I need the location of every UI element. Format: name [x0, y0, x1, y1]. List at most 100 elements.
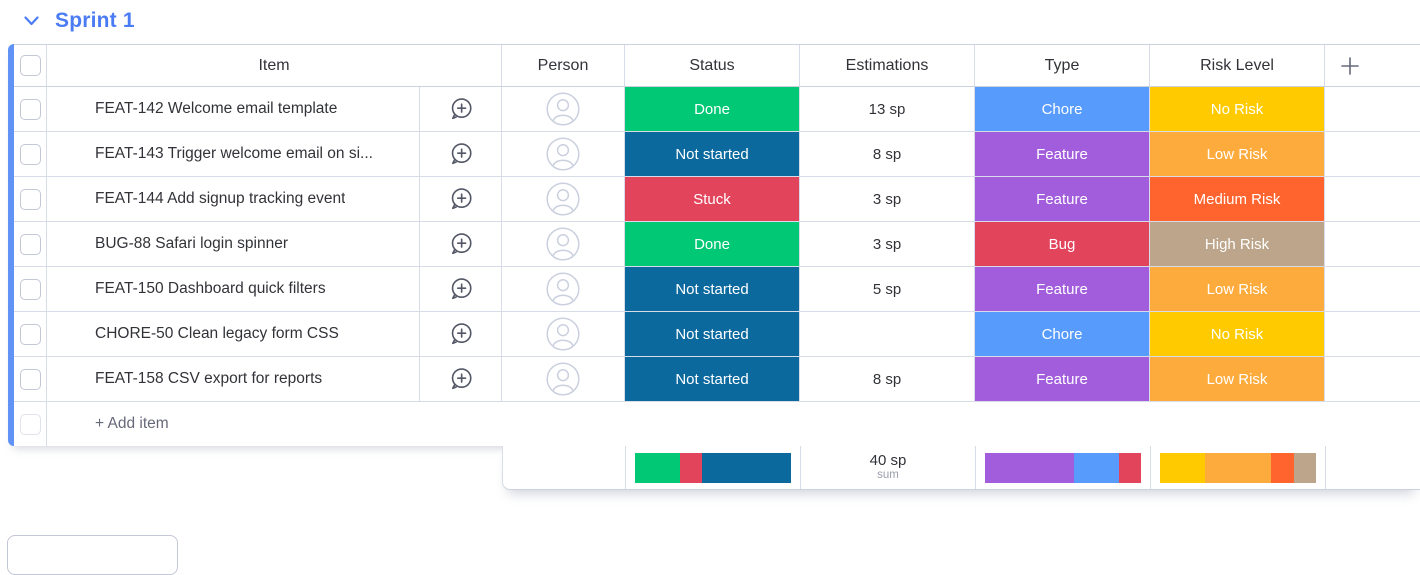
type-cell[interactable]: Feature: [975, 177, 1150, 221]
add-update-icon: [451, 233, 472, 255]
add-item-button[interactable]: + Add item: [47, 402, 1420, 446]
summary-bar-segment[interactable]: [1204, 452, 1272, 483]
estimation-cell[interactable]: 3 sp: [800, 222, 975, 266]
summary-bar-segment[interactable]: [1118, 452, 1141, 483]
add-update-button[interactable]: [420, 222, 502, 266]
person-cell[interactable]: [502, 312, 625, 356]
status-cell[interactable]: Not started: [625, 312, 800, 356]
type-cell[interactable]: Chore: [975, 87, 1150, 131]
add-new-group-button[interactable]: [7, 535, 178, 575]
estimation-cell[interactable]: 5 sp: [800, 267, 975, 311]
type-cell[interactable]: Feature: [975, 132, 1150, 176]
summary-risk-cell[interactable]: [1151, 446, 1326, 489]
status-cell[interactable]: Stuck: [625, 177, 800, 221]
summary-bar-segment[interactable]: [679, 452, 702, 483]
summary-bar-segment[interactable]: [1293, 452, 1316, 483]
risk-cell[interactable]: Low Risk: [1150, 357, 1325, 401]
summary-bar-segment[interactable]: [1074, 452, 1119, 483]
item-name[interactable]: FEAT-144 Add signup tracking event: [95, 190, 346, 207]
status-cell[interactable]: Not started: [625, 267, 800, 311]
row-checkbox[interactable]: [19, 368, 41, 390]
estimation-cell[interactable]: 8 sp: [800, 132, 975, 176]
add-column-button[interactable]: [1325, 45, 1420, 86]
summary-bar-segment[interactable]: [635, 452, 680, 483]
add-item-row[interactable]: + Add item: [14, 402, 1420, 446]
item-name[interactable]: BUG-88 Safari login spinner: [95, 235, 288, 252]
row-checkbox[interactable]: [19, 143, 41, 165]
type-cell[interactable]: Feature: [975, 267, 1150, 311]
item-name[interactable]: CHORE-50 Clean legacy form CSS: [95, 325, 339, 342]
risk-cell[interactable]: No Risk: [1150, 87, 1325, 131]
status-cell[interactable]: Not started: [625, 357, 800, 401]
type-cell[interactable]: Feature: [975, 357, 1150, 401]
row-checkbox-cell: [14, 357, 47, 401]
column-header-item[interactable]: Item: [47, 45, 502, 86]
summary-bar-segment[interactable]: [1160, 452, 1205, 483]
item-cell[interactable]: CHORE-50 Clean legacy form CSS: [47, 312, 420, 356]
row-checkbox[interactable]: [19, 98, 41, 120]
person-cell[interactable]: [502, 222, 625, 266]
item-cell[interactable]: FEAT-150 Dashboard quick filters: [47, 267, 420, 311]
item-cell[interactable]: BUG-88 Safari login spinner: [47, 222, 420, 266]
add-update-button[interactable]: [420, 267, 502, 311]
person-cell[interactable]: [502, 267, 625, 311]
status-cell[interactable]: Done: [625, 222, 800, 266]
item-name[interactable]: FEAT-158 CSV export for reports: [95, 370, 323, 387]
add-update-button[interactable]: [420, 87, 502, 131]
estimation-cell[interactable]: 3 sp: [800, 177, 975, 221]
column-header-person[interactable]: Person: [502, 45, 625, 86]
add-update-icon: [451, 143, 472, 165]
item-name[interactable]: FEAT-143 Trigger welcome email on si...: [95, 145, 373, 162]
item-name[interactable]: FEAT-150 Dashboard quick filters: [95, 280, 326, 297]
row-checkbox[interactable]: [19, 278, 41, 300]
add-update-button[interactable]: [420, 177, 502, 221]
item-cell[interactable]: FEAT-144 Add signup tracking event: [47, 177, 420, 221]
row-checkbox-cell: [14, 87, 47, 131]
row-checkbox-cell: [14, 222, 47, 266]
summary-bar-segment[interactable]: [985, 452, 1075, 483]
item-cell[interactable]: FEAT-142 Welcome email template: [47, 87, 420, 131]
column-header-estimations[interactable]: Estimations: [800, 45, 975, 86]
estimation-cell[interactable]: 13 sp: [800, 87, 975, 131]
risk-cell[interactable]: High Risk: [1150, 222, 1325, 266]
row-checkbox[interactable]: [19, 188, 41, 210]
summary-type-cell[interactable]: [976, 446, 1151, 489]
summary-estimations-cell[interactable]: 40 sp sum: [801, 446, 976, 489]
risk-cell[interactable]: Medium Risk: [1150, 177, 1325, 221]
status-cell[interactable]: Done: [625, 87, 800, 131]
select-all-checkbox[interactable]: [19, 55, 41, 76]
item-cell[interactable]: FEAT-143 Trigger welcome email on si...: [47, 132, 420, 176]
add-update-button[interactable]: [420, 312, 502, 356]
row-checkbox[interactable]: [19, 323, 41, 345]
type-distribution-bar[interactable]: [985, 452, 1141, 483]
risk-cell[interactable]: No Risk: [1150, 312, 1325, 356]
person-cell[interactable]: [502, 87, 625, 131]
person-cell[interactable]: [502, 357, 625, 401]
row-checkbox[interactable]: [19, 233, 41, 255]
column-header-type[interactable]: Type: [975, 45, 1150, 86]
column-header-risk[interactable]: Risk Level: [1150, 45, 1325, 86]
risk-distribution-bar[interactable]: [1160, 452, 1316, 483]
status-distribution-bar[interactable]: [635, 452, 791, 483]
item-cell[interactable]: FEAT-158 CSV export for reports: [47, 357, 420, 401]
estimation-cell[interactable]: [800, 312, 975, 356]
risk-cell[interactable]: Low Risk: [1150, 132, 1325, 176]
add-update-button[interactable]: [420, 132, 502, 176]
add-update-button[interactable]: [420, 357, 502, 401]
person-cell[interactable]: [502, 132, 625, 176]
type-cell[interactable]: Chore: [975, 312, 1150, 356]
row-plus-col-cell: [1325, 357, 1420, 401]
summary-bar-segment[interactable]: [701, 452, 791, 483]
status-cell[interactable]: Not started: [625, 132, 800, 176]
risk-cell[interactable]: Low Risk: [1150, 267, 1325, 311]
header-select-all[interactable]: [14, 45, 47, 86]
type-cell[interactable]: Bug: [975, 222, 1150, 266]
summary-status-cell[interactable]: [626, 446, 801, 489]
person-cell[interactable]: [502, 177, 625, 221]
estimation-cell[interactable]: 8 sp: [800, 357, 975, 401]
column-header-status[interactable]: Status: [625, 45, 800, 86]
item-name[interactable]: FEAT-142 Welcome email template: [95, 100, 338, 117]
summary-bar-segment[interactable]: [1271, 452, 1294, 483]
group-collapse-button[interactable]: [22, 12, 40, 30]
group-title[interactable]: Sprint 1: [55, 9, 135, 32]
